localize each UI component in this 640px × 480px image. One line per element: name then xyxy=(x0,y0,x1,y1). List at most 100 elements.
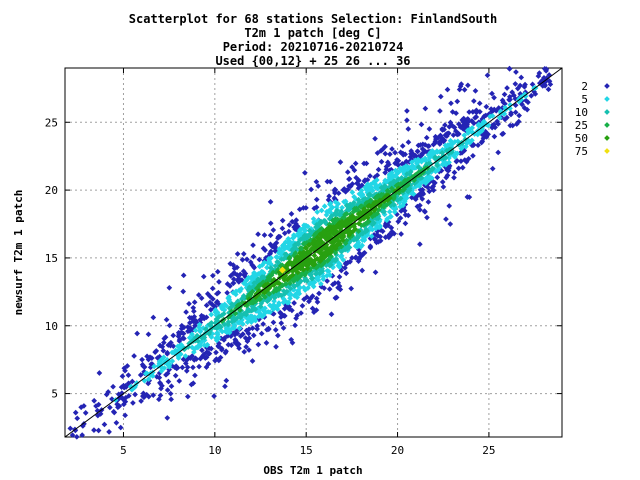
scatter-point xyxy=(212,324,218,331)
scatter-point xyxy=(386,172,393,178)
scatter-point xyxy=(343,218,349,224)
scatter-point xyxy=(384,187,391,194)
scatter-point xyxy=(332,186,339,193)
scatter-point xyxy=(297,245,304,251)
scatter-point xyxy=(346,227,353,234)
scatter-point xyxy=(256,282,263,288)
scatter-point xyxy=(359,267,365,274)
scatter-point xyxy=(352,160,359,167)
scatter-point xyxy=(169,358,176,364)
scatter-point xyxy=(168,396,174,403)
scatter-point xyxy=(451,174,457,181)
scatter-point xyxy=(337,240,343,247)
scatter-point xyxy=(129,378,136,385)
scatter-point xyxy=(314,209,321,215)
scatter-point xyxy=(375,239,382,245)
scatter-point xyxy=(395,218,402,225)
scatter-point xyxy=(236,303,242,310)
scatter-point xyxy=(302,287,309,293)
scatter-point xyxy=(321,254,328,261)
scatter-point xyxy=(213,349,219,356)
scatter-point xyxy=(347,258,353,265)
scatter-point xyxy=(256,256,263,263)
axis-ticks: 5 10 15 20 25 5 10 15 20 25 xyxy=(45,68,562,457)
scatter-point xyxy=(507,122,514,129)
scatter-point xyxy=(164,387,171,393)
scatter-point xyxy=(306,242,313,248)
scatter-point xyxy=(239,256,246,263)
scatter-point xyxy=(325,208,332,215)
scatter-point xyxy=(199,347,205,354)
scatter-point xyxy=(333,294,340,301)
scatter-point xyxy=(275,279,281,286)
scatter-point xyxy=(96,370,103,376)
scatter-point xyxy=(150,314,157,321)
scatter-point xyxy=(286,222,293,228)
scatter-point xyxy=(344,169,351,175)
scatter-point xyxy=(422,209,428,215)
y-tick-label: 10 xyxy=(45,320,58,333)
scatter-point xyxy=(380,203,387,210)
scatter-point xyxy=(475,121,482,128)
scatter-point xyxy=(221,337,227,343)
scatter-point xyxy=(198,312,205,319)
scatter-point xyxy=(335,262,342,269)
title-line-4: Used {00,12} + 25 26 ... 36 xyxy=(215,54,410,68)
scatter-point xyxy=(385,159,391,166)
scatter-point xyxy=(471,98,477,104)
scatter-point xyxy=(156,396,162,403)
scatter-point xyxy=(196,363,202,370)
scatter-point xyxy=(502,116,508,123)
scatter-point xyxy=(245,330,252,337)
scatter-point xyxy=(253,290,260,297)
scatter-point xyxy=(506,65,513,72)
scatter-point xyxy=(420,150,426,157)
scatter-point xyxy=(195,292,202,298)
scatter-point xyxy=(512,102,519,109)
scatter-point xyxy=(131,353,137,359)
scatter-point xyxy=(368,233,375,240)
scatter-point xyxy=(434,174,441,181)
scatter-point xyxy=(294,240,301,247)
title-line-2: T2m 1 patch [deg C] xyxy=(244,26,381,40)
scatter-point xyxy=(287,295,293,302)
scatter-point xyxy=(262,281,269,288)
scatter-point xyxy=(213,337,220,344)
legend-marker xyxy=(604,83,610,89)
scatter-point xyxy=(414,148,421,155)
scatter-point xyxy=(330,281,336,288)
scatter-point xyxy=(417,207,423,213)
scatter-point xyxy=(286,228,292,235)
scatter-point xyxy=(368,184,374,190)
legend-marker xyxy=(604,148,610,154)
scatter-point xyxy=(382,150,389,157)
scatter-point xyxy=(255,341,262,348)
scatter-point xyxy=(422,105,429,112)
scatter-point xyxy=(424,214,430,221)
legend-marker xyxy=(604,109,610,115)
scatter-point xyxy=(430,183,437,190)
scatter-point xyxy=(186,314,193,321)
scatter-point xyxy=(291,300,297,306)
scatter-point xyxy=(442,122,448,128)
scatter-point xyxy=(250,253,257,260)
scatter-point xyxy=(308,256,314,263)
scatter-point xyxy=(349,189,356,196)
scatter-point xyxy=(260,312,267,319)
scatter-point xyxy=(272,327,279,333)
scatter-point xyxy=(270,227,277,233)
scatter-point xyxy=(444,130,451,137)
scatter-point xyxy=(365,192,372,198)
scatter-point xyxy=(404,108,410,114)
scatter-point xyxy=(250,273,256,279)
scatter-point xyxy=(363,160,370,167)
scatter-point xyxy=(267,220,274,227)
scatter-point xyxy=(205,350,212,357)
scatter-point xyxy=(454,98,461,105)
scatter-point xyxy=(507,105,513,112)
scatter-point xyxy=(435,154,442,161)
scatter-point xyxy=(225,341,232,348)
scatter-point xyxy=(418,158,425,165)
scatter-point xyxy=(178,325,185,332)
scatter-point xyxy=(219,328,226,335)
